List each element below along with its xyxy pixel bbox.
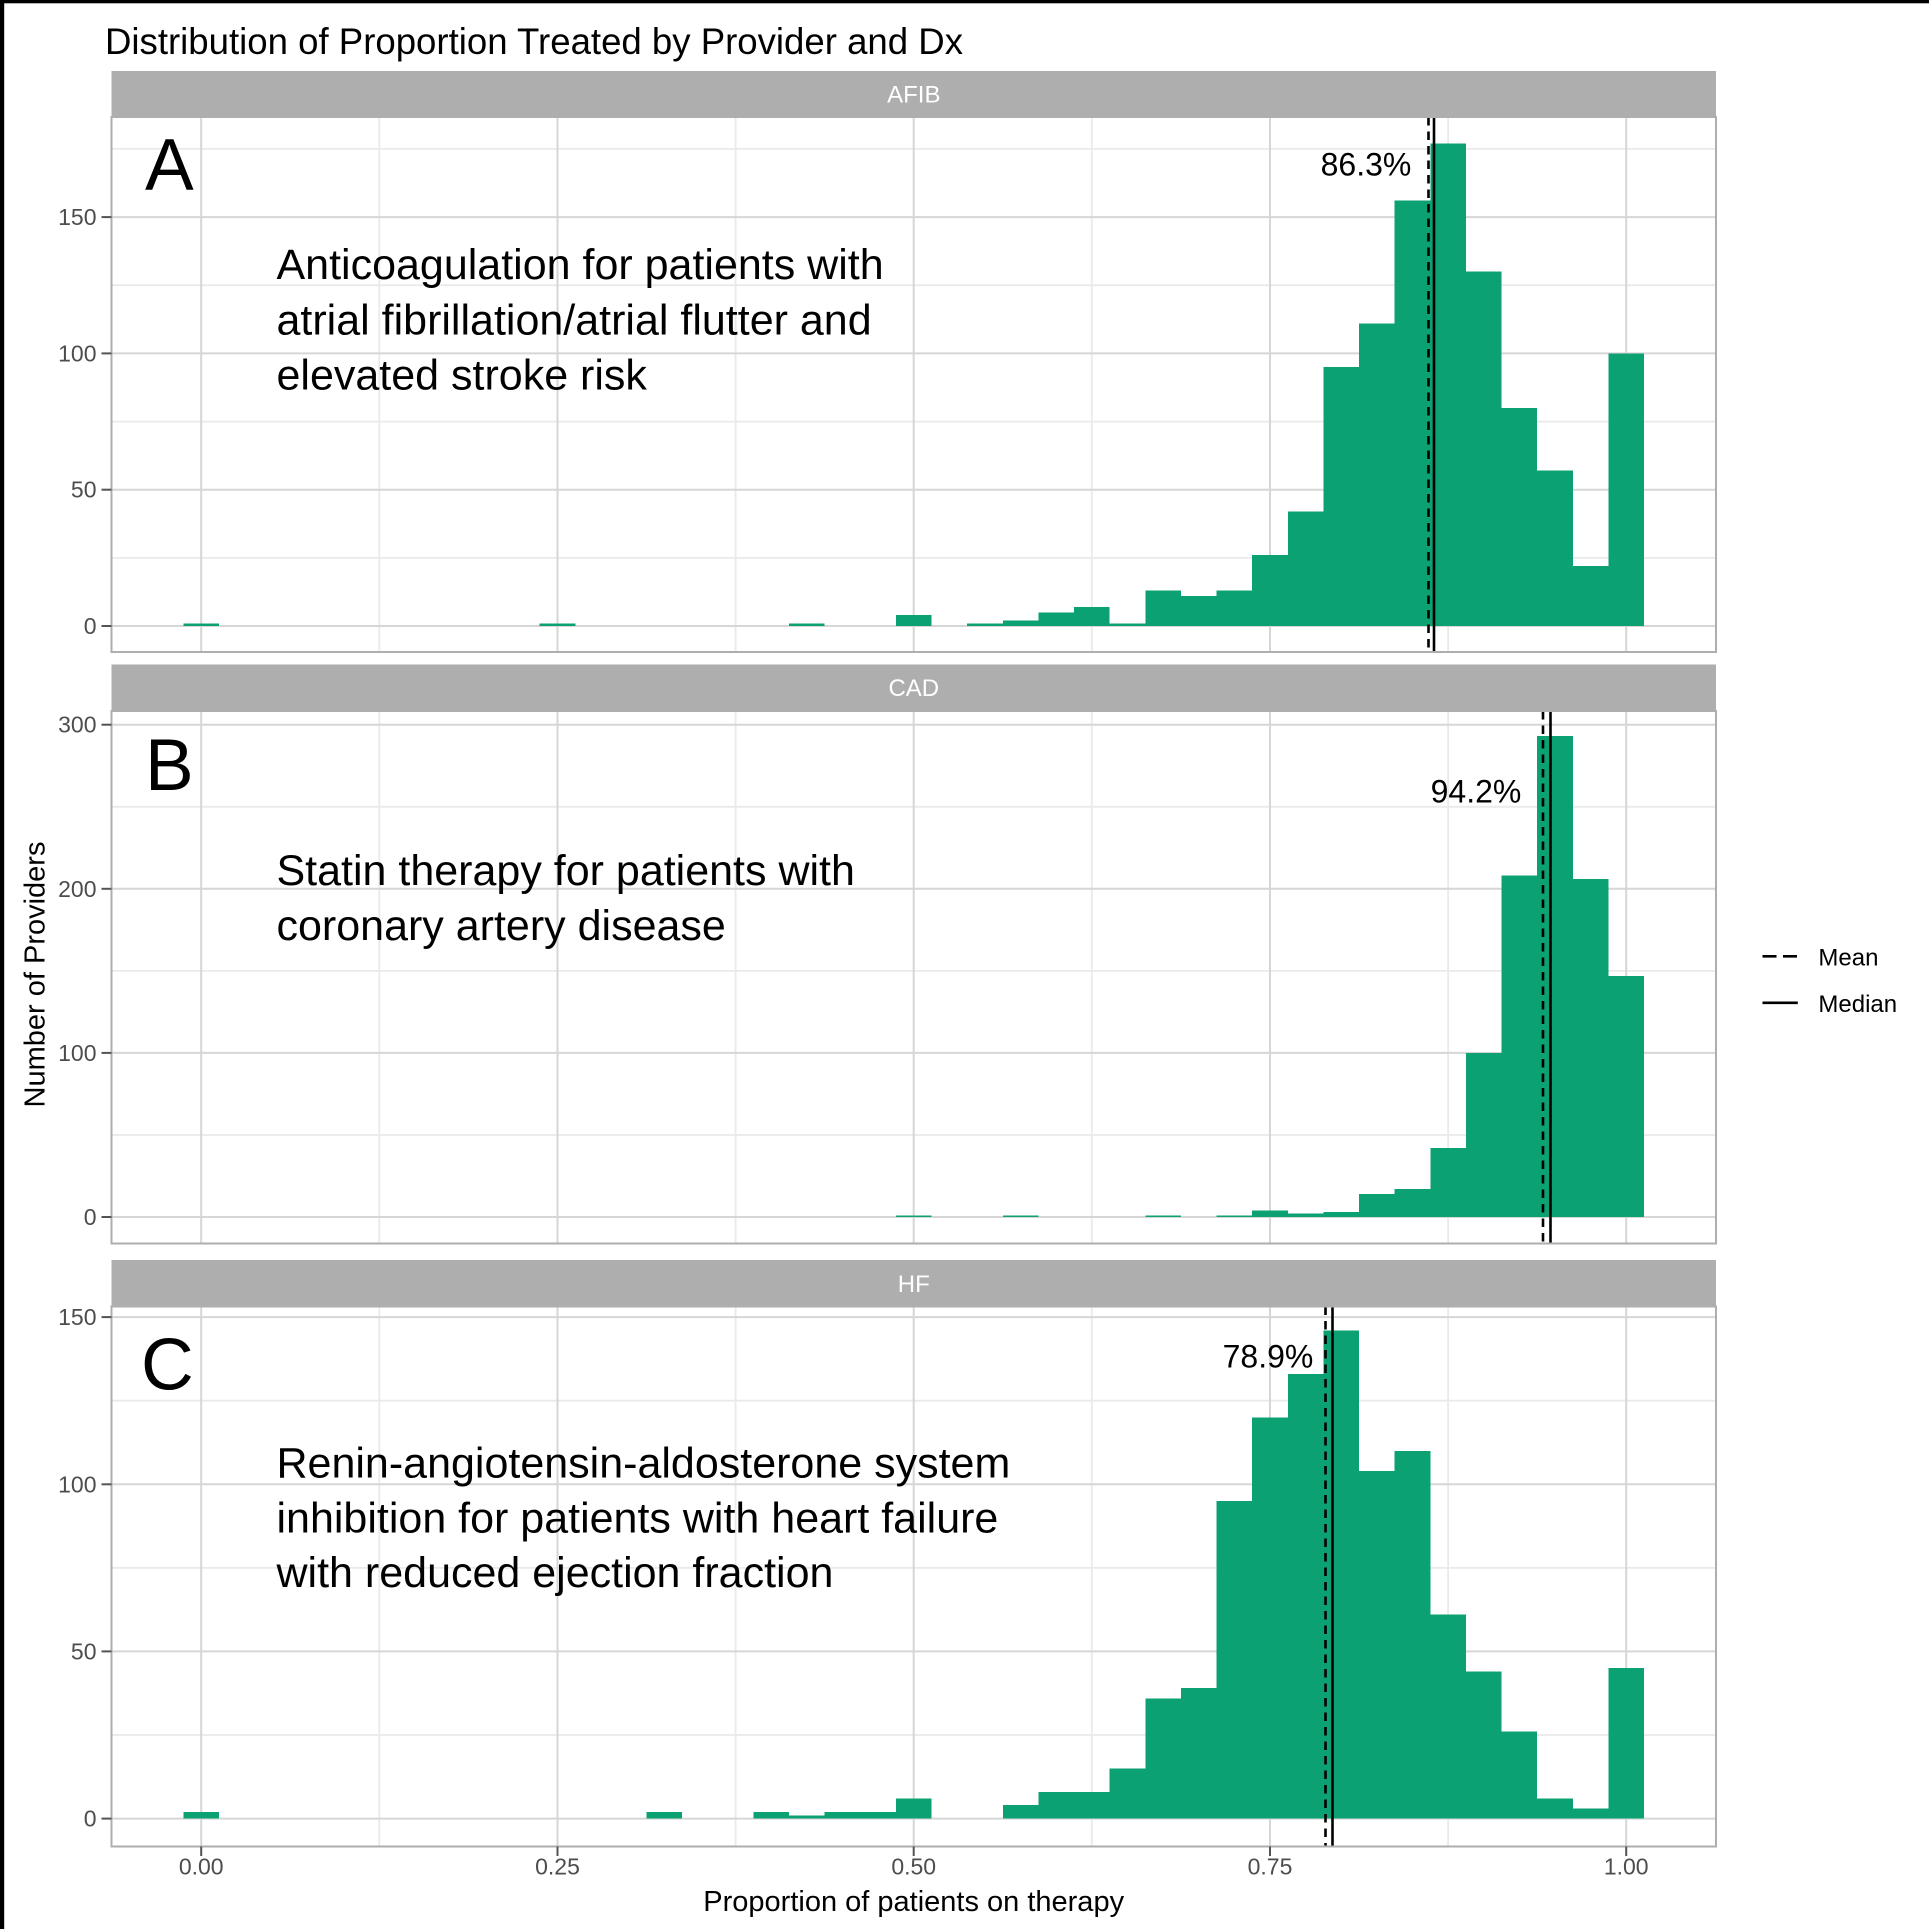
svg-text:0.75: 0.75 — [1248, 1854, 1293, 1880]
svg-text:0.50: 0.50 — [891, 1854, 936, 1880]
svg-text:0: 0 — [84, 613, 97, 639]
svg-text:Proportion of patients on ther: Proportion of patients on therapy — [703, 1886, 1124, 1918]
svg-text:CAD: CAD — [888, 675, 939, 702]
svg-text:1.00: 1.00 — [1604, 1854, 1649, 1880]
svg-text:100: 100 — [58, 1040, 96, 1066]
svg-text:100: 100 — [58, 340, 96, 366]
svg-text:Mean: Mean — [1818, 945, 1878, 972]
svg-text:150: 150 — [58, 1304, 96, 1330]
svg-text:with reduced ejection fraction: with reduced ejection fraction — [276, 1549, 834, 1597]
svg-text:300: 300 — [58, 712, 96, 738]
svg-text:150: 150 — [58, 204, 96, 230]
svg-text:94.2%: 94.2% — [1431, 774, 1522, 810]
svg-text:50: 50 — [71, 1638, 97, 1664]
svg-text:0: 0 — [84, 1806, 97, 1832]
svg-text:200: 200 — [58, 876, 96, 902]
svg-text:atrial fibrillation/atrial flu: atrial fibrillation/atrial flutter and — [277, 296, 872, 344]
svg-text:Median: Median — [1818, 991, 1897, 1018]
svg-text:Statin therapy for patients wi: Statin therapy for patients with — [277, 847, 855, 895]
svg-text:Renin-angiotensin-aldosterone: Renin-angiotensin-aldosterone system — [277, 1440, 1011, 1488]
svg-text:B: B — [145, 725, 194, 806]
svg-text:HF: HF — [898, 1271, 930, 1298]
svg-text:0: 0 — [84, 1204, 97, 1230]
svg-text:100: 100 — [58, 1471, 96, 1497]
svg-text:86.3%: 86.3% — [1321, 147, 1412, 183]
svg-text:Anticoagulation for patients w: Anticoagulation for patients with — [277, 241, 884, 289]
svg-text:inhibition for patients with h: inhibition for patients with heart failu… — [277, 1494, 999, 1542]
svg-text:elevated stroke risk: elevated stroke risk — [277, 352, 648, 400]
svg-text:A: A — [145, 125, 194, 206]
svg-text:AFIB: AFIB — [887, 82, 940, 109]
svg-text:C: C — [141, 1325, 194, 1406]
svg-text:78.9%: 78.9% — [1223, 1339, 1314, 1375]
svg-text:Number of Providers: Number of Providers — [20, 842, 52, 1108]
svg-text:0.25: 0.25 — [535, 1854, 580, 1880]
svg-text:50: 50 — [71, 477, 97, 503]
svg-text:coronary artery disease: coronary artery disease — [277, 902, 726, 950]
svg-text:0.00: 0.00 — [179, 1854, 224, 1880]
svg-text:Distribution of Proportion Tre: Distribution of Proportion Treated by Pr… — [105, 21, 963, 62]
